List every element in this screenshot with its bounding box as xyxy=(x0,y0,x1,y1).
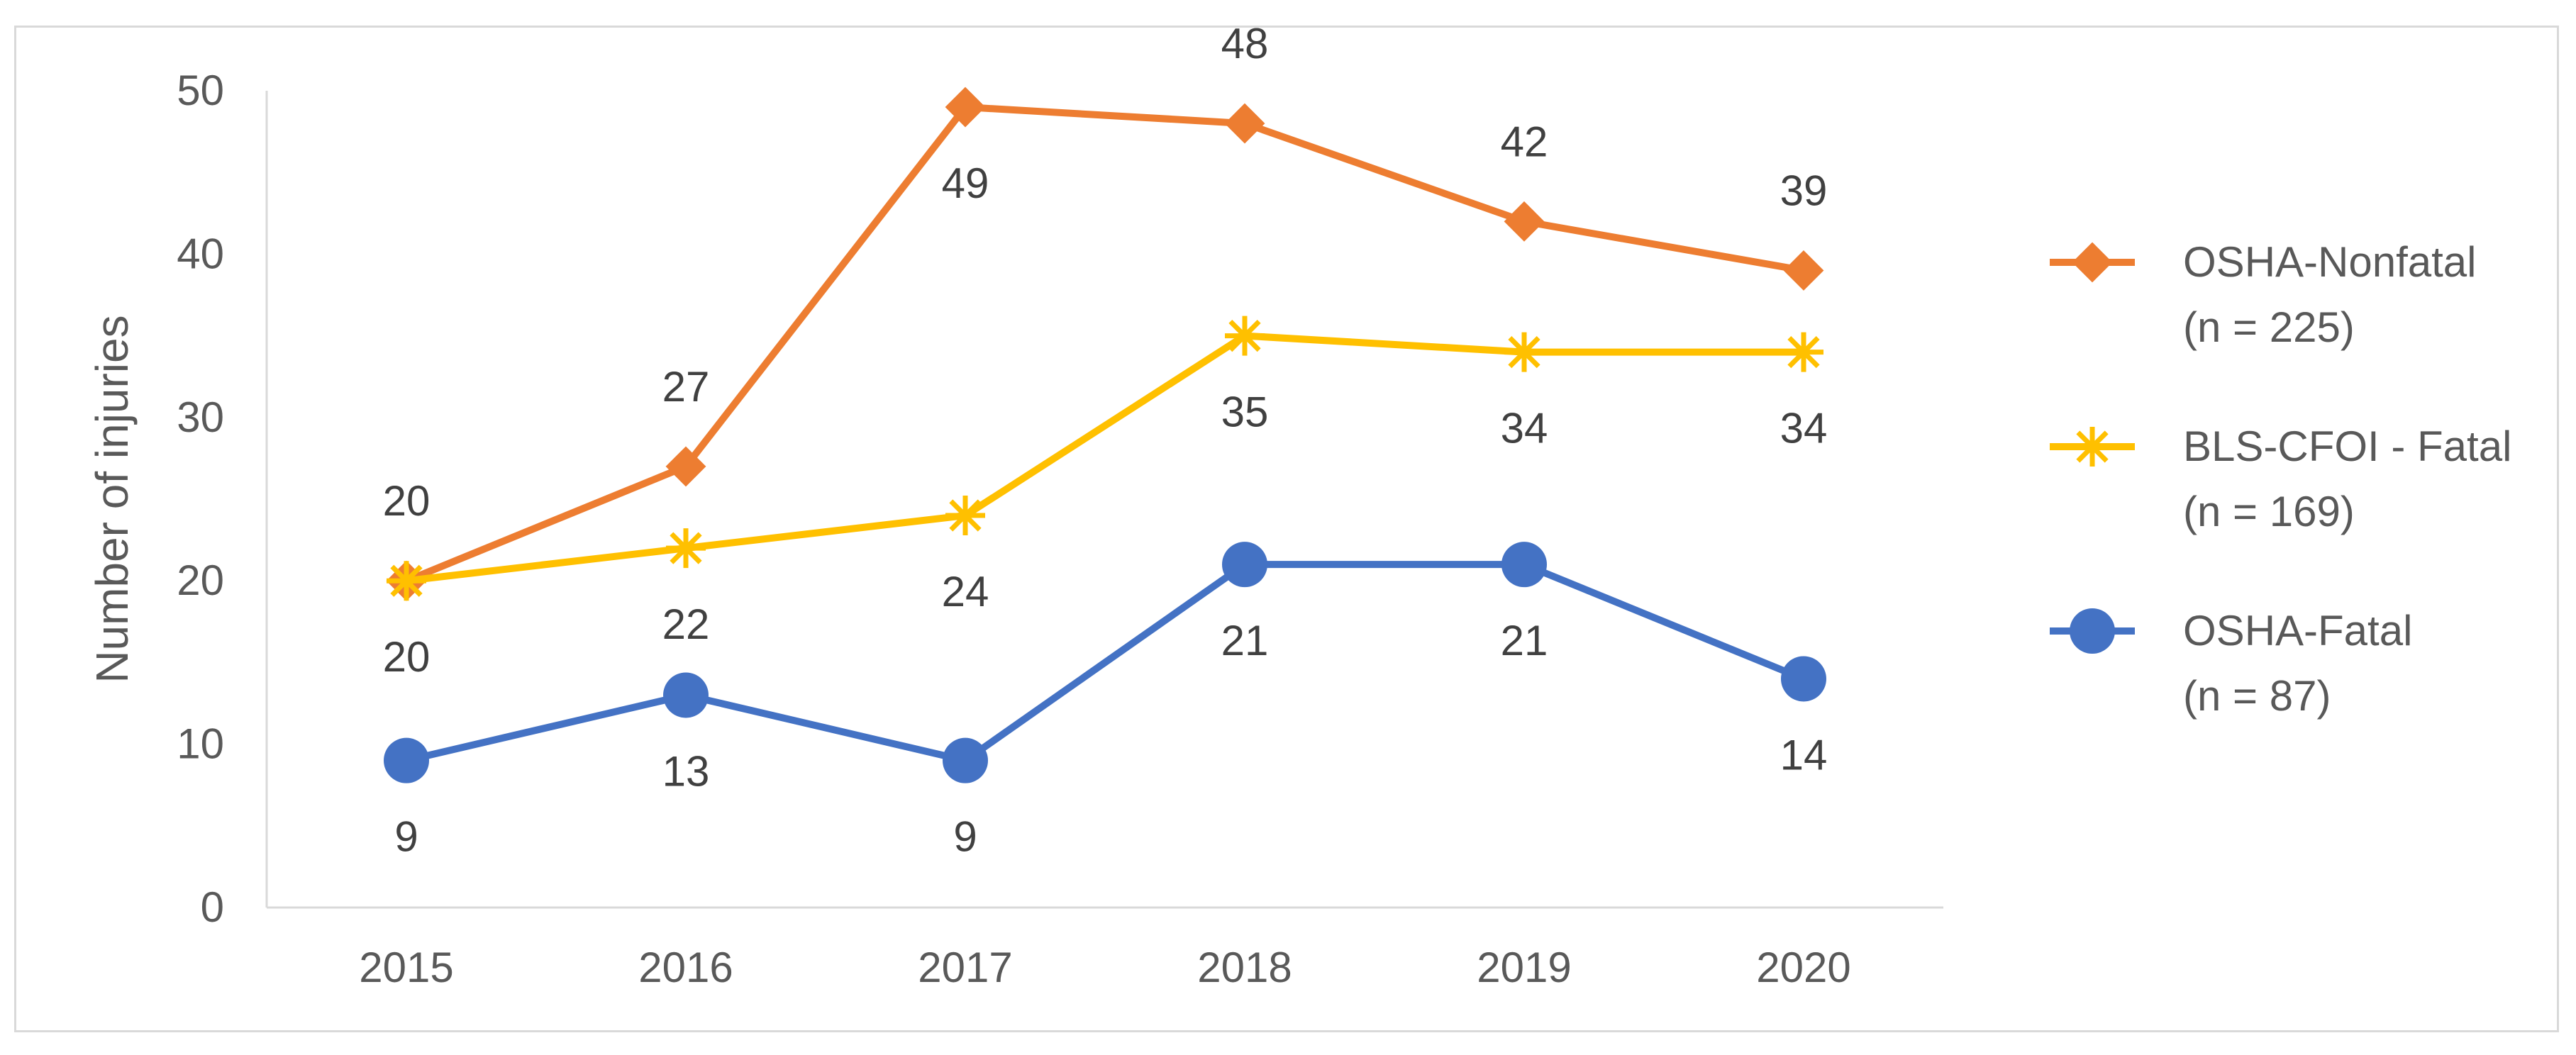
legend-label: BLS-CFOI - Fatal xyxy=(2183,423,2511,470)
series-line xyxy=(403,104,1807,585)
chart-frame xyxy=(14,26,2559,1032)
legend-item: OSHA-Fatal (n = 87) xyxy=(2050,607,2412,720)
data-label: 9 xyxy=(953,813,977,861)
data-point-marker xyxy=(2072,242,2113,283)
legend: OSHA-Nonfatal (n = 225) BLS-CFOI - Fatal (n… xyxy=(2050,238,2511,720)
data-point-marker xyxy=(945,86,986,128)
x-tick-label: 2016 xyxy=(638,944,733,991)
series-bls-cfoi-fatal xyxy=(387,316,1823,601)
data-label: 48 xyxy=(1221,20,1269,67)
data-label: 27 xyxy=(662,363,710,411)
marker-stroke xyxy=(670,532,702,564)
data-label: 34 xyxy=(1501,405,1548,452)
data-label: 21 xyxy=(1221,617,1269,664)
data-label: 20 xyxy=(383,633,431,681)
data-point-marker xyxy=(2072,427,2112,467)
data-label: 14 xyxy=(1780,731,1828,778)
legend-label: OSHA-Nonfatal xyxy=(2183,238,2477,286)
legend-item: BLS-CFOI - Fatal (n = 169) xyxy=(2050,423,2511,535)
series-line xyxy=(403,332,1807,585)
data-point-marker xyxy=(945,496,985,536)
series-line xyxy=(403,561,1807,764)
marker-stroke xyxy=(1787,336,1820,369)
data-label: 34 xyxy=(1780,405,1828,452)
data-label: 42 xyxy=(1501,118,1548,165)
data-point-marker xyxy=(2070,608,2115,654)
legend-label: OSHA-Fatal xyxy=(2183,607,2412,654)
data-label: 35 xyxy=(1221,389,1269,436)
y-tick-label: 10 xyxy=(177,720,224,768)
data-point-marker xyxy=(943,737,988,783)
marker-stroke xyxy=(390,564,423,597)
data-point-marker xyxy=(1504,201,1545,242)
marker-stroke xyxy=(2076,430,2109,463)
y-tick-label: 50 xyxy=(177,67,224,114)
data-point-marker xyxy=(666,528,706,569)
data-point-marker xyxy=(665,446,706,487)
x-tick-label: 2017 xyxy=(918,944,1012,991)
legend-count: (n = 87) xyxy=(2183,672,2331,720)
x-tick-label: 2018 xyxy=(1197,944,1292,991)
y-axis-title: Number of injuries xyxy=(87,315,138,683)
data-label: 24 xyxy=(942,568,989,615)
data-label: 13 xyxy=(662,747,710,795)
data-point-marker xyxy=(1222,542,1267,588)
data-point-marker xyxy=(1501,542,1547,588)
data-label: 49 xyxy=(942,160,989,207)
x-tick-label: 2020 xyxy=(1756,944,1850,991)
y-tick-label: 30 xyxy=(177,393,224,441)
series-lines xyxy=(384,86,1826,783)
data-label: 39 xyxy=(1780,167,1828,214)
y-tick-label: 0 xyxy=(201,883,224,931)
marker-stroke xyxy=(1228,319,1261,352)
legend-item: OSHA-Nonfatal (n = 225) xyxy=(2050,238,2477,351)
data-point-marker xyxy=(1225,316,1265,356)
data-point-marker xyxy=(387,561,426,601)
data-point-marker xyxy=(1224,103,1265,144)
data-point-marker xyxy=(384,737,429,783)
legend-count: (n = 169) xyxy=(2183,488,2355,535)
data-point-marker xyxy=(1781,656,1826,702)
x-tick-label: 2019 xyxy=(1477,944,1571,991)
data-labels: 20 27 49 48 42 39 20 22 24 35 34 34 9 13 9 21 21 14 xyxy=(383,20,1828,861)
series-osha-nonfatal xyxy=(386,86,1824,601)
data-point-marker xyxy=(663,672,709,718)
y-tick-label: 40 xyxy=(177,230,224,277)
data-label: 9 xyxy=(394,813,418,861)
x-tick-label: 2015 xyxy=(359,944,453,991)
data-point-marker xyxy=(1784,332,1823,372)
data-label: 21 xyxy=(1501,617,1548,664)
data-point-marker xyxy=(1504,332,1544,372)
legend-count: (n = 225) xyxy=(2183,303,2355,351)
data-label: 20 xyxy=(383,477,431,525)
data-label: 22 xyxy=(662,601,710,648)
data-point-marker xyxy=(1783,250,1824,291)
marker-stroke xyxy=(949,499,982,532)
marker-stroke xyxy=(1508,336,1540,369)
y-tick-label: 20 xyxy=(177,557,224,604)
series-osha-fatal xyxy=(384,542,1826,783)
